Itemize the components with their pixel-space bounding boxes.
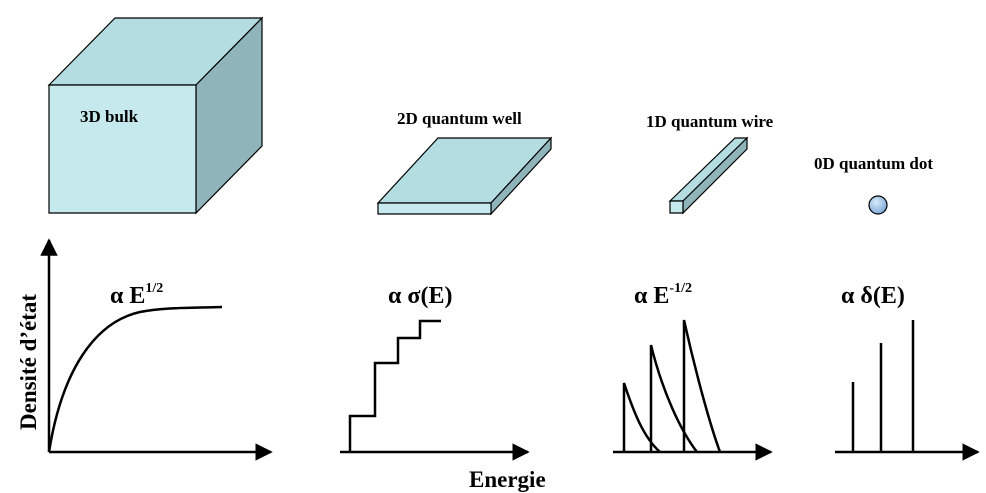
wire-dos-exponent: -1/2 [669, 281, 692, 296]
dos-panel-wire: α E-1/2 [613, 281, 773, 461]
well-dos-formula: α σ(E) [388, 283, 452, 309]
quantum-well-slab: 2D quantum well [376, 109, 553, 216]
y-axis-label: Densité d’état [16, 294, 41, 430]
dos-panel-well: α σ(E) [340, 283, 530, 461]
bulk-dos-prefix: α E [110, 283, 145, 309]
bulk-dos-curve [47, 305, 223, 453]
quantum-wire: 1D quantum wire [646, 112, 774, 215]
bulk-dos-formula: α E1/2 [110, 281, 163, 309]
wire-dos-prefix: α E [634, 283, 669, 309]
dot-dos-formula: α δ(E) [841, 283, 905, 309]
quantum-dot-sphere [868, 195, 888, 215]
bulk-dos-exponent: 1/2 [145, 281, 163, 296]
wire-dos-peaks [622, 319, 722, 453]
wire-side [682, 136, 748, 215]
well-slab-front [377, 202, 492, 215]
wire-label: 1D quantum wire [646, 112, 774, 131]
x-axis-label: Energie [469, 467, 546, 492]
quantum-dot: 0D quantum dot [814, 154, 933, 215]
dos-panel-dot: α δ(E) [835, 283, 980, 461]
dot-label: 0D quantum dot [814, 154, 933, 173]
bulk-cube: 3D bulk [47, 16, 264, 215]
bulk-cube-front [48, 84, 197, 214]
dos-panel-bulk: α E1/2 [40, 238, 273, 461]
wire-front [669, 200, 684, 214]
bulk-label: 3D bulk [80, 107, 139, 126]
well-label: 2D quantum well [397, 109, 522, 128]
wire-top [668, 137, 749, 202]
well-dos-staircase [348, 319, 441, 452]
wire-dos-formula: α E-1/2 [634, 281, 692, 309]
